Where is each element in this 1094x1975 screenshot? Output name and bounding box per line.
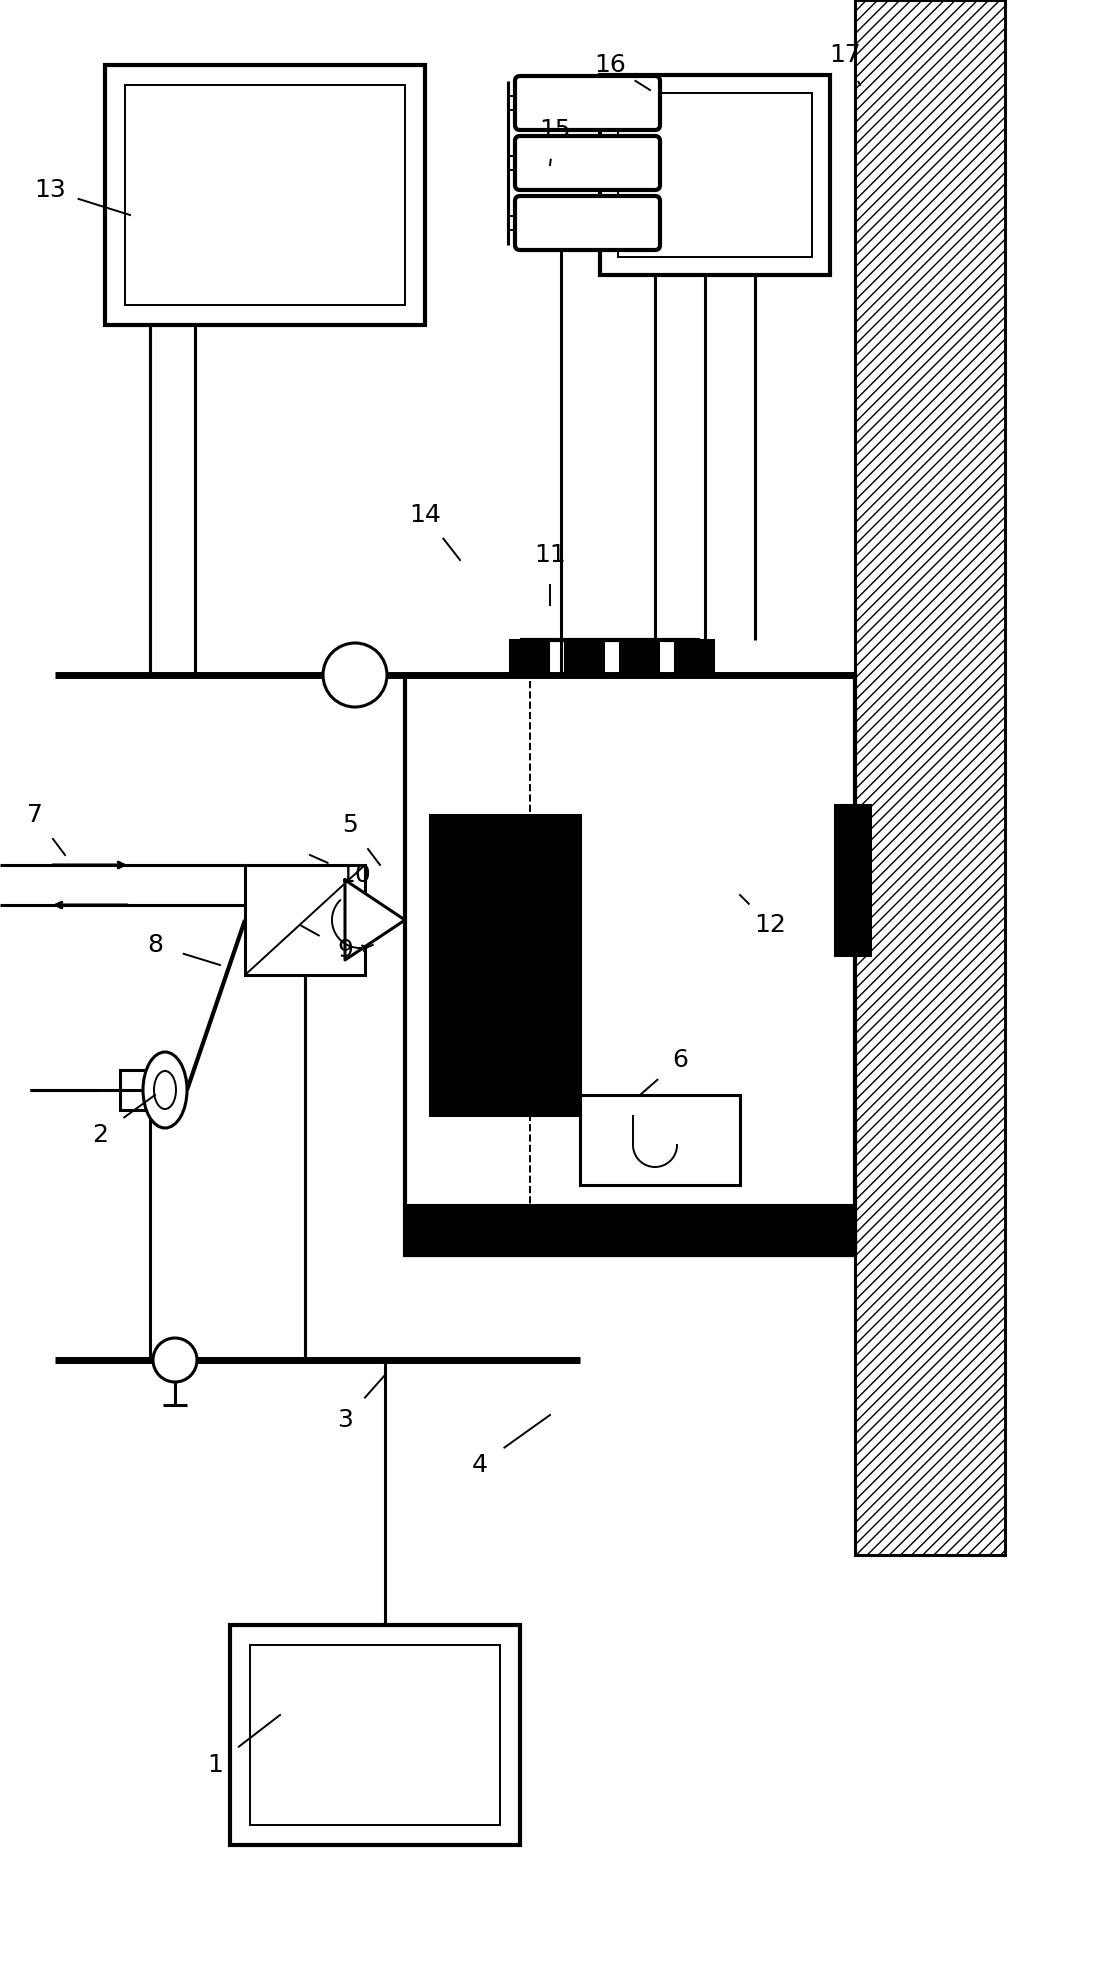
Text: 15: 15: [539, 118, 571, 142]
Bar: [580, 1094, 740, 1185]
Ellipse shape: [154, 1070, 176, 1110]
Text: 8: 8: [147, 932, 163, 958]
Text: 6: 6: [672, 1049, 688, 1072]
Ellipse shape: [153, 1337, 197, 1382]
Text: 4: 4: [472, 1454, 488, 1477]
Bar: [510, 640, 548, 675]
Ellipse shape: [323, 644, 387, 707]
Text: 16: 16: [594, 53, 626, 77]
Text: 14: 14: [409, 504, 441, 527]
Text: 12: 12: [754, 912, 785, 936]
Text: 5: 5: [342, 814, 358, 837]
Bar: [251, 1645, 500, 1825]
Bar: [125, 85, 405, 304]
Text: 7: 7: [27, 804, 43, 828]
Bar: [245, 865, 365, 976]
Bar: [120, 1070, 165, 1110]
Text: 13: 13: [34, 178, 66, 201]
FancyBboxPatch shape: [515, 196, 660, 251]
FancyBboxPatch shape: [515, 136, 660, 190]
Text: 3: 3: [337, 1408, 353, 1432]
Bar: [856, 0, 1005, 1554]
Bar: [230, 1625, 520, 1845]
Text: 9: 9: [337, 938, 353, 962]
Bar: [618, 93, 812, 257]
Bar: [430, 816, 580, 1116]
Bar: [675, 640, 713, 675]
Bar: [856, 0, 1005, 1554]
FancyBboxPatch shape: [515, 75, 660, 130]
Bar: [405, 1205, 856, 1254]
Bar: [565, 640, 603, 675]
Bar: [620, 640, 657, 675]
Bar: [405, 675, 856, 1254]
Ellipse shape: [143, 1053, 187, 1128]
Bar: [105, 65, 424, 326]
Bar: [835, 806, 870, 956]
Text: 10: 10: [339, 863, 371, 887]
Text: 2: 2: [92, 1124, 108, 1147]
Text: 17: 17: [829, 43, 861, 67]
Bar: [600, 75, 830, 275]
Text: 1: 1: [207, 1754, 223, 1778]
Polygon shape: [345, 881, 405, 960]
Text: 11: 11: [534, 543, 566, 567]
